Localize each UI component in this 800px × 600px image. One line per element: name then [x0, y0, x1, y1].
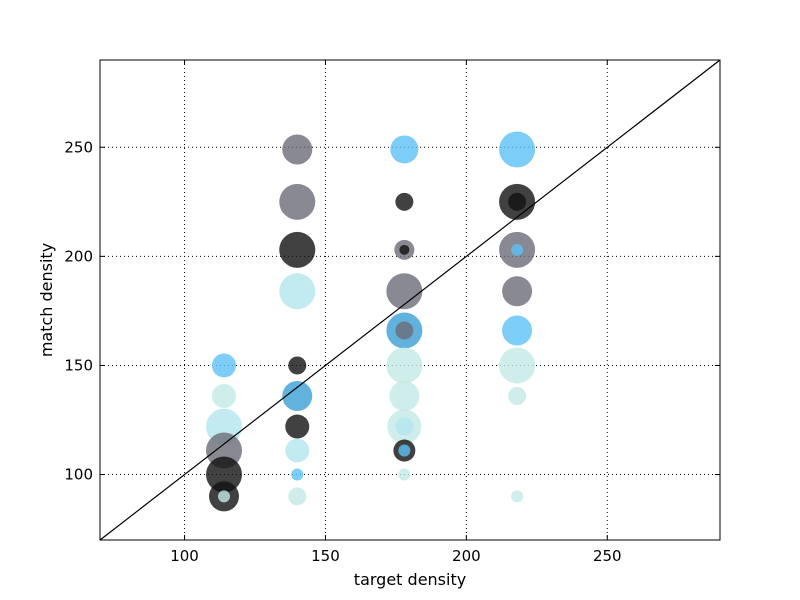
y-axis-label: match density: [37, 243, 56, 357]
data-point: [389, 381, 420, 411]
data-points: [206, 131, 536, 512]
data-point: [218, 490, 230, 503]
x-tick-label: 100: [170, 547, 199, 565]
y-tick-label: 200: [64, 247, 93, 265]
y-tick-label: 100: [64, 466, 93, 484]
x-axis-label: target density: [354, 570, 466, 589]
data-point: [502, 315, 533, 346]
data-point: [499, 131, 536, 168]
data-point: [398, 468, 411, 481]
data-point: [386, 273, 423, 310]
y-tick-label: 250: [64, 138, 93, 156]
reference-line: [99, 59, 721, 541]
data-point: [288, 487, 307, 506]
data-point: [285, 414, 310, 439]
x-tick-label: 150: [311, 547, 340, 565]
data-point: [395, 321, 414, 340]
reference-line-group: [99, 59, 721, 541]
tick-labels: 100 150 200 250 100 150 200 250: [64, 138, 621, 565]
data-point: [499, 347, 536, 384]
data-point: [279, 183, 316, 220]
y-tick-label: 150: [64, 356, 93, 374]
grid-lines: [100, 60, 720, 540]
data-point: [508, 192, 527, 211]
data-point: [395, 192, 414, 211]
data-point: [502, 276, 533, 307]
data-point: [511, 243, 524, 256]
x-tick-label: 200: [452, 547, 481, 565]
data-point: [285, 438, 310, 463]
data-point: [282, 381, 313, 411]
data-point: [212, 384, 236, 408]
data-point: [395, 417, 414, 436]
data-point: [291, 468, 304, 481]
data-point: [212, 353, 236, 378]
data-point: [282, 134, 313, 165]
data-point: [386, 347, 423, 384]
data-point: [390, 135, 419, 164]
data-point: [279, 231, 316, 268]
data-point: [399, 244, 410, 255]
plot-frame: [99, 59, 721, 541]
tick-marks: [100, 60, 720, 540]
data-point: [279, 273, 316, 310]
data-point: [288, 356, 307, 375]
x-tick-label: 250: [593, 547, 622, 565]
data-point: [511, 490, 524, 503]
data-point: [206, 456, 242, 493]
data-point: [398, 444, 411, 457]
data-point: [508, 387, 527, 405]
